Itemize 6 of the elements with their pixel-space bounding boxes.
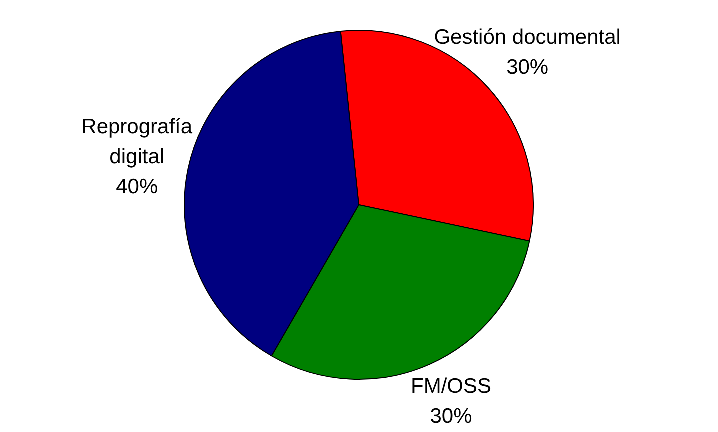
slice-label: Reprografía digital: [82, 116, 193, 169]
slice-label: Gestión documental: [434, 26, 621, 50]
slice-label: FM/OSS: [411, 374, 492, 398]
data-label: 30%: [430, 404, 472, 428]
data-label: 30%: [506, 56, 549, 80]
data-label: 40%: [116, 176, 158, 199]
